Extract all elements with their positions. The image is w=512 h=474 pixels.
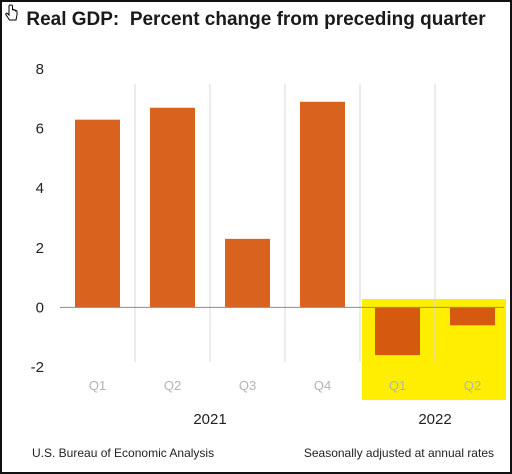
year-label-2021: 2021 bbox=[193, 411, 226, 428]
source-note: U.S. Bureau of Economic Analysis bbox=[32, 446, 215, 460]
x-tick-label: Q4 bbox=[314, 378, 331, 393]
bar-3 bbox=[225, 238, 270, 308]
bar-2 bbox=[150, 107, 195, 308]
bar-1 bbox=[75, 119, 120, 308]
y-tick-label: 2 bbox=[36, 240, 44, 257]
bar-6 bbox=[450, 307, 495, 326]
y-tick-label: 6 bbox=[36, 121, 44, 138]
y-tick-label: 4 bbox=[36, 180, 44, 197]
x-tick-label: Q1 bbox=[89, 378, 106, 393]
hand-cursor-icon bbox=[5, 4, 18, 21]
y-tick-label: -2 bbox=[31, 359, 44, 376]
seasonal-note: Seasonally adjusted at annual rates bbox=[303, 446, 494, 460]
x-tick-label: Q2 bbox=[164, 378, 181, 393]
x-tick-label: Q2 bbox=[464, 378, 481, 393]
bar-5 bbox=[375, 307, 420, 356]
x-tick-label: Q1 bbox=[389, 378, 406, 393]
bar-4 bbox=[300, 101, 345, 308]
x-tick-label: Q3 bbox=[239, 378, 256, 393]
year-label-2022: 2022 bbox=[418, 411, 451, 428]
y-tick-label: 8 bbox=[36, 61, 44, 78]
y-tick-label: 0 bbox=[36, 299, 44, 316]
chart-title: Real GDP: Percent change from preceding … bbox=[26, 9, 486, 30]
